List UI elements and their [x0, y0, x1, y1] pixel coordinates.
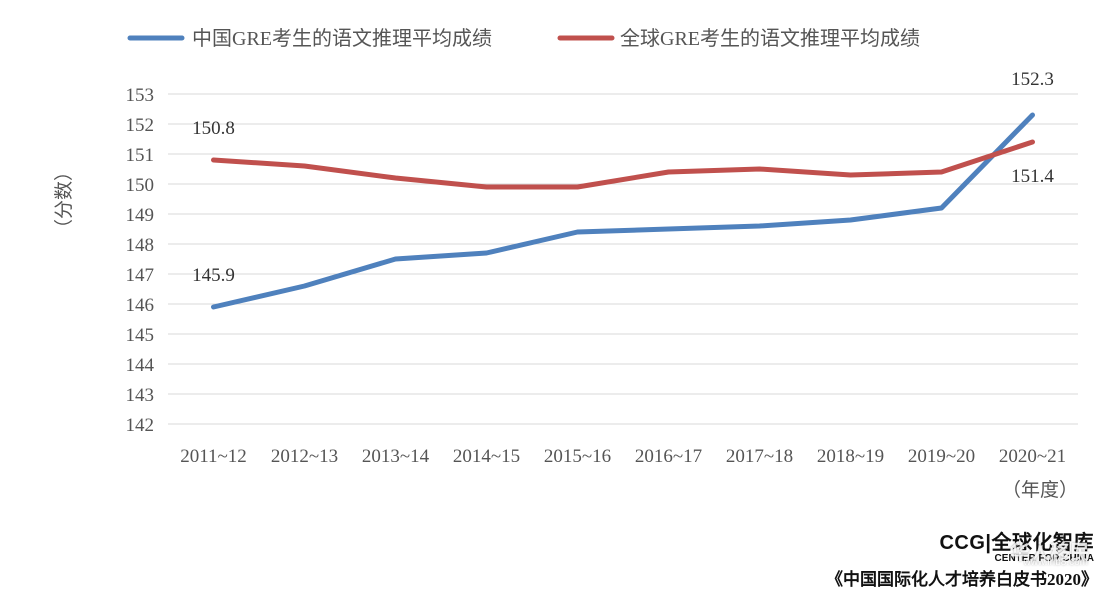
y-axis-ticks: 142 143 144 145 146 147 148 149 150 151 152 153: [126, 85, 155, 436]
series-line: [211, 112, 1035, 310]
y-tick-label: 143: [126, 385, 155, 406]
x-tick-label: 2013~14: [362, 446, 430, 467]
y-tick-label: 148: [126, 235, 155, 256]
data-label: 145.9: [192, 265, 235, 286]
gridlines: [168, 93, 1078, 425]
ccg-logo: CCG|全球化智库: [939, 532, 1094, 554]
x-tick-label: 2012~13: [271, 446, 338, 467]
y-tick-label: 145: [126, 325, 155, 346]
legend-label: 全球GRE考生的语文推理平均成绩: [620, 27, 920, 50]
x-tick-label: 2020~21: [999, 446, 1066, 467]
y-tick-label: 151: [126, 145, 155, 166]
ccg-brand: CCG|全球化智库 CENTER FOR CHINA: [939, 526, 1094, 564]
ccg-logo-subtitle: CENTER FOR CHINA: [994, 553, 1094, 564]
data-label: 150.8: [192, 118, 235, 139]
x-tick-label: 2014~15: [453, 446, 520, 467]
data-labels: 145.9 152.3 150.8 151.4: [192, 69, 1054, 286]
data-label: 152.3: [1011, 69, 1054, 90]
source-citation: 《中国国际化人才培养白皮书2020》: [826, 570, 1098, 589]
series-lines: [211, 112, 1035, 310]
x-tick-label: 2015~16: [544, 446, 611, 467]
x-tick-label: 2018~19: [817, 446, 884, 467]
x-tick-label: 2011~12: [180, 446, 247, 467]
data-label: 151.4: [1011, 166, 1054, 187]
x-axis-title: （年度）: [1002, 479, 1078, 501]
x-tick-label: 2016~17: [635, 446, 702, 467]
watermark-url: www.ihb8.com: [1023, 557, 1088, 568]
legend-label: 中国GRE考生的语文推理平均成绩: [192, 27, 492, 50]
y-axis-title: （分数）: [53, 162, 75, 238]
y-tick-label: 147: [126, 265, 155, 286]
x-tick-label: 2017~18: [726, 446, 793, 467]
y-tick-label: 144: [126, 355, 155, 376]
y-tick-label: 146: [126, 295, 155, 316]
y-tick-label: 149: [126, 205, 155, 226]
watermark: 华人移民: [1010, 542, 1090, 564]
y-tick-label: 142: [126, 415, 155, 436]
y-tick-label: 152: [126, 115, 155, 136]
series-line: [211, 139, 1035, 190]
y-tick-label: 150: [126, 175, 155, 196]
legend: 中国GRE考生的语文推理平均成绩 全球GRE考生的语文推理平均成绩: [127, 27, 920, 50]
y-tick-label: 153: [126, 85, 155, 106]
x-tick-label: 2019~20: [908, 446, 975, 467]
x-axis-ticks: 2011~12 2012~13 2013~14 2014~15 2015~16 2016~…: [180, 446, 1066, 467]
